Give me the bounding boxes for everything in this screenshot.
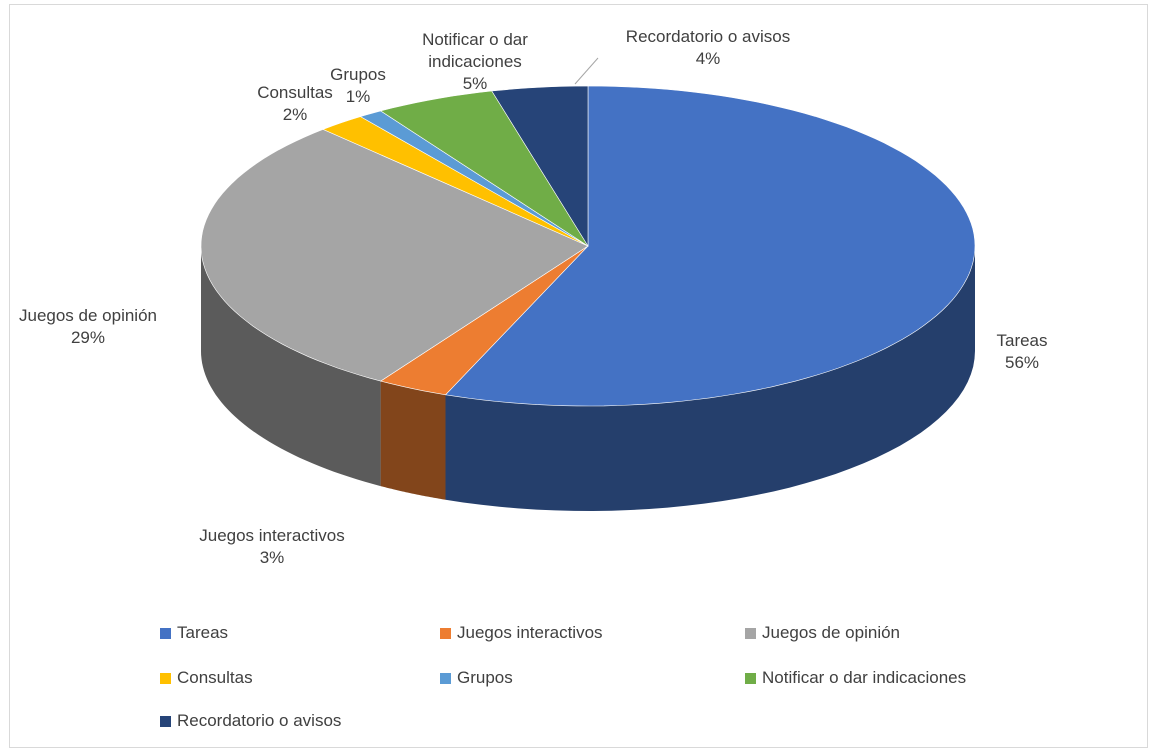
slice xyxy=(200,129,589,382)
data-label-value: 56% xyxy=(1004,353,1040,372)
legend-label: Juegos interactivos xyxy=(457,623,603,642)
slice xyxy=(379,245,589,396)
data-label: Recordatorio o avisos 4% xyxy=(626,26,790,70)
legend-swatch xyxy=(745,672,756,684)
legend-label: Recordatorio o avisos xyxy=(177,711,342,730)
data-label-category: Grupos xyxy=(330,65,386,84)
legend-item: Recordatorio o avisos xyxy=(160,711,341,731)
legend-label: Juegos de opinión xyxy=(762,623,901,642)
data-label-value: 5% xyxy=(462,74,488,93)
data-label-value: 3% xyxy=(259,548,285,567)
legend-item: Notificar o dar indicaciones xyxy=(745,668,966,688)
slice xyxy=(444,85,976,407)
legend-item: Juegos interactivos xyxy=(440,623,603,643)
data-label-value: 4% xyxy=(695,49,721,68)
legend-swatch xyxy=(160,672,171,684)
data-label-value: 29% xyxy=(70,328,106,347)
legend-swatch xyxy=(440,627,451,639)
leader-line xyxy=(574,57,599,85)
legend-label: Grupos xyxy=(457,668,513,687)
slice xyxy=(379,90,589,247)
legend-item: Consultas xyxy=(160,668,253,688)
legend-swatch xyxy=(160,715,171,727)
legend-label: Notificar o dar indicaciones xyxy=(762,668,967,687)
data-label: Notificar o dar indicaciones 5% xyxy=(400,29,550,95)
slice-side xyxy=(201,246,381,487)
data-label: Grupos 1% xyxy=(330,64,386,108)
chart-border xyxy=(9,4,1148,748)
legend-swatch xyxy=(745,627,756,639)
legend-item: Juegos de opinión xyxy=(745,623,900,643)
legend-item: Tareas xyxy=(160,623,228,643)
data-label-category: Juegos interactivos xyxy=(199,526,345,545)
slice xyxy=(491,85,589,248)
data-label: Juegos interactivos 3% xyxy=(199,525,345,569)
data-label-category: Tareas xyxy=(996,331,1048,350)
data-label-value: 2% xyxy=(282,105,308,124)
slice-side xyxy=(445,246,975,511)
legend-swatch xyxy=(160,627,171,639)
data-label: Tareas 56% xyxy=(996,330,1047,374)
legend-item: Grupos xyxy=(440,668,513,688)
slice-side xyxy=(380,381,446,500)
legend-label: Consultas xyxy=(177,668,253,687)
data-label-category: Notificar o dar indicaciones xyxy=(422,30,528,71)
data-label: Consultas 2% xyxy=(257,82,333,126)
data-label-value: 1% xyxy=(345,87,371,106)
data-label-category: Recordatorio o avisos xyxy=(625,27,791,46)
legend-label: Tareas xyxy=(177,623,229,642)
legend-swatch xyxy=(440,672,451,684)
data-label: Juegos de opinión 29% xyxy=(19,305,157,349)
data-label-category: Juegos de opinión xyxy=(18,306,158,325)
data-label-category: Consultas xyxy=(257,83,333,102)
